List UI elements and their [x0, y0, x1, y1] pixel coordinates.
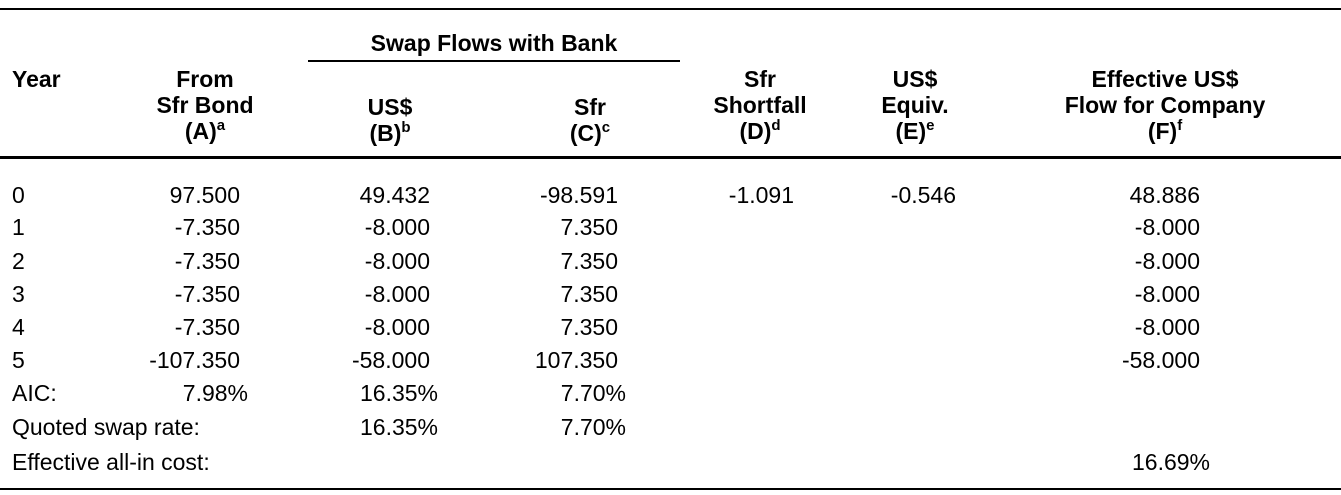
header-year: Year — [12, 66, 61, 92]
header-col-e: US$ Equiv. (E)e — [881, 66, 949, 144]
cell-c: 7.350 — [560, 281, 618, 307]
aic-a: 7.98% — [182, 380, 248, 406]
cell-f: 48.886 — [1129, 182, 1200, 208]
group-rule — [308, 60, 680, 62]
header-col-f: Effective US$ Flow for Company (F)f — [1064, 66, 1266, 144]
bottom-rule — [0, 488, 1341, 490]
cell-a: -7.350 — [174, 281, 240, 307]
group-header: Swap Flows with Bank — [370, 30, 618, 56]
header-col-c: Sfr (C)c — [569, 94, 611, 146]
quoted-c: 7.70% — [560, 414, 626, 440]
cell-a: -7.350 — [174, 248, 240, 274]
aic-c: 7.70% — [560, 380, 626, 406]
effective-f: 16.69% — [1131, 449, 1210, 475]
cell-year: 3 — [12, 281, 25, 307]
cell-f: -58.000 — [1121, 347, 1200, 373]
cell-f: -8.000 — [1134, 214, 1200, 240]
cell-c: 107.350 — [534, 347, 618, 373]
cell-year: 0 — [12, 182, 25, 208]
cell-e: -0.546 — [890, 182, 956, 208]
cell-b: -8.000 — [364, 214, 430, 240]
cell-b: -8.000 — [364, 281, 430, 307]
cell-f: -8.000 — [1134, 248, 1200, 274]
cell-year: 5 — [12, 347, 25, 373]
cell-b: -8.000 — [364, 248, 430, 274]
cell-c: 7.350 — [560, 314, 618, 340]
cell-a: -7.350 — [174, 314, 240, 340]
cell-a: 97.500 — [169, 182, 240, 208]
cell-b: 49.432 — [359, 182, 430, 208]
cell-f: -8.000 — [1134, 281, 1200, 307]
aic-b: 16.35% — [359, 380, 438, 406]
header-col-b: US$ (B)b — [367, 94, 413, 146]
cell-a: -7.350 — [174, 214, 240, 240]
cell-year: 1 — [12, 214, 25, 240]
cell-f: -8.000 — [1134, 314, 1200, 340]
header-col-d: Sfr Shortfall (D)d — [713, 66, 807, 144]
quoted-label: Quoted swap rate: — [12, 414, 200, 440]
header-col-a: From Sfr Bond (A)a — [156, 66, 254, 144]
quoted-b: 16.35% — [359, 414, 438, 440]
cell-c: 7.350 — [560, 248, 618, 274]
header-rule — [0, 156, 1341, 159]
effective-label: Effective all-in cost: — [12, 449, 210, 475]
cell-b: -58.000 — [351, 347, 430, 373]
cell-c: 7.350 — [560, 214, 618, 240]
top-rule — [0, 8, 1341, 10]
cell-year: 2 — [12, 248, 25, 274]
cell-year: 4 — [12, 314, 25, 340]
aic-label: AIC: — [12, 380, 57, 406]
cell-a: -107.350 — [149, 347, 240, 373]
cell-c: -98.591 — [539, 182, 618, 208]
cell-d: -1.091 — [728, 182, 794, 208]
cell-b: -8.000 — [364, 314, 430, 340]
